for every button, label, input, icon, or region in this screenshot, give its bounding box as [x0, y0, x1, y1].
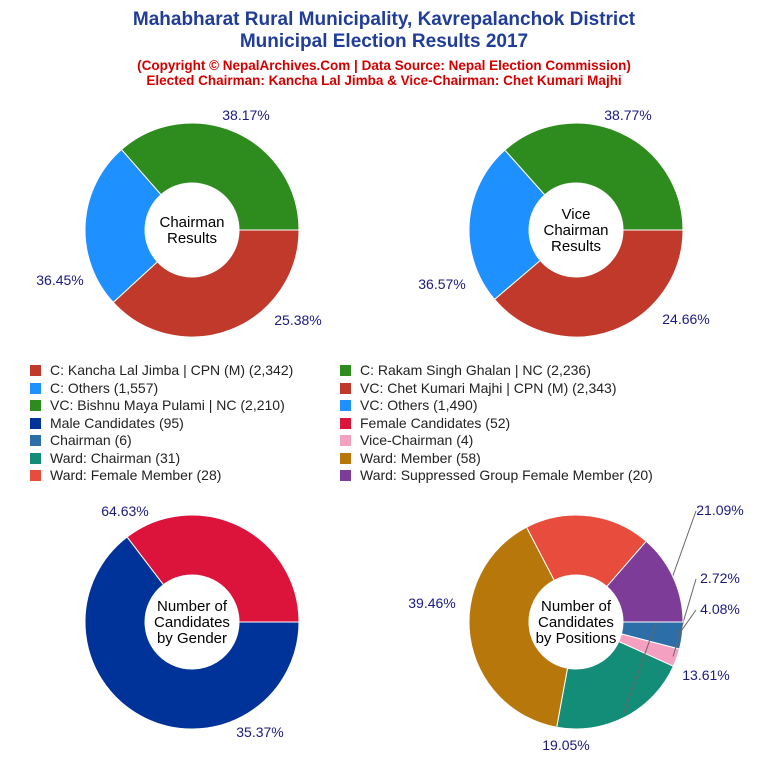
- pie-slice: [525, 514, 647, 588]
- legend-label: Ward: Suppressed Group Female Member (20…: [360, 467, 653, 483]
- slice-percent-label: 38.17%: [222, 107, 269, 123]
- legend-swatch: [340, 470, 351, 481]
- donut-center-label: Chairman: [159, 214, 224, 231]
- pie-slice: [120, 122, 300, 231]
- pie-slice: [556, 640, 675, 730]
- legend-item: Vice-Chairman (4): [340, 432, 473, 449]
- pie-slice: [504, 122, 684, 231]
- legend-swatch: [30, 452, 41, 464]
- legend-swatch: [30, 435, 41, 446]
- legend-label: Ward: Member (58): [360, 449, 481, 466]
- legend-item: VC: Others (1,490): [340, 397, 478, 414]
- donut-center-label: Vice: [562, 206, 591, 223]
- pie-slice: [84, 536, 300, 730]
- slice-percent-label: 25.38%: [274, 312, 321, 328]
- legend-item: C: Kancha Lal Jimba | CPN (M) (2,342): [30, 362, 293, 379]
- legend-item: Chairman (6): [30, 432, 132, 449]
- donut-center-label: Number of: [541, 598, 612, 615]
- donut-center-label: Results: [551, 238, 601, 255]
- legend-label: C: Others (1,557): [50, 379, 159, 396]
- pie-slice: [112, 229, 300, 338]
- pie-slice: [493, 229, 684, 338]
- legend-label: VC: Others (1,490): [360, 397, 478, 413]
- legend-label: C: Rakam Singh Ghalan | NC (2,236): [360, 362, 591, 378]
- legend-label: Male Candidates (95): [50, 414, 184, 431]
- legend-label: Vice-Chairman (4): [360, 432, 474, 448]
- slice-percent-label: 21.09%: [696, 502, 743, 518]
- donut-center-label: by Positions: [536, 630, 617, 647]
- pie-slice: [126, 514, 300, 623]
- leader-line: [677, 609, 697, 636]
- legend-label: VC: Bishnu Maya Pulami | NC (2,210): [50, 397, 285, 413]
- pie-slice: [606, 540, 684, 623]
- slice-percent-label: 13.61%: [682, 667, 729, 683]
- donut-center-label: Chairman: [543, 222, 608, 239]
- legend-swatch: [30, 470, 41, 481]
- legend-item: Ward: Suppressed Group Female Member (20…: [340, 467, 653, 484]
- pie-slice: [468, 149, 546, 301]
- legend-swatch: [30, 417, 41, 429]
- legend-label: Ward: Female Member (28): [50, 467, 222, 483]
- legend-swatch: [340, 417, 351, 429]
- donut-center-label: Candidates: [154, 614, 230, 631]
- legend-item: Male Candidates (95): [30, 415, 184, 432]
- legend-item: Female Candidates (52): [340, 415, 510, 432]
- slice-percent-label: 24.66%: [662, 311, 709, 327]
- slice-percent-label: 64.63%: [101, 503, 148, 519]
- legend-swatch: [340, 435, 351, 446]
- chart-subtitle-line1: (Copyright © NepalArchives.Com | Data So…: [137, 58, 631, 73]
- chart-title-line1: Mahabharat Rural Municipality, Kavrepala…: [132, 9, 636, 30]
- legend-swatch: [30, 400, 41, 411]
- donut-center-label: Candidates: [538, 614, 614, 631]
- slice-percent-label: 19.05%: [542, 737, 589, 753]
- pie-slice: [84, 148, 162, 304]
- chart-subtitle-line2: Elected Chairman: Kancha Lal Jimba & Vic…: [146, 73, 622, 88]
- chart-title-line2: Municipal Election Results 2017: [239, 31, 529, 52]
- slice-percent-label: 35.37%: [236, 724, 283, 740]
- legend-item: Ward: Chairman (31): [30, 450, 180, 467]
- legend-item: C: Rakam Singh Ghalan | NC (2,236): [340, 362, 591, 379]
- donut-chart-4: 4.08% 2.72% 21.09% 39.46% 19.05% 13.61% Number…: [408, 502, 743, 753]
- slice-percent-label: 38.77%: [604, 107, 651, 123]
- legend-item: VC: Chet Kumari Majhi | CPN (M) (2,343): [340, 380, 616, 397]
- leader-line: [672, 578, 697, 657]
- legend-label: VC: Chet Kumari Majhi | CPN (M) (2,343): [360, 379, 617, 396]
- legend-label: Female Candidates (52): [360, 414, 511, 431]
- slice-percent-label: 36.57%: [418, 276, 465, 292]
- legend-swatch: [30, 365, 41, 376]
- legend-item: Ward: Female Member (28): [30, 467, 221, 484]
- legend-swatch: [30, 382, 41, 394]
- pie-slice: [468, 526, 569, 728]
- legend-swatch: [340, 365, 351, 376]
- legend-item: Ward: Member (58): [340, 450, 481, 467]
- legend-swatch: [340, 382, 351, 394]
- legend-item: C: Others (1,557): [30, 380, 158, 397]
- slice-percent-label: 2.72%: [700, 570, 740, 586]
- donut-center-label: by Gender: [157, 630, 227, 647]
- legend-swatch: [340, 400, 351, 411]
- legend-swatch: [340, 452, 351, 464]
- legend-label: Ward: Chairman (31): [50, 449, 181, 466]
- legend-label: C: Kancha Lal Jimba | CPN (M) (2,342): [50, 362, 294, 378]
- slice-percent-label: 36.45%: [36, 272, 83, 288]
- donut-center-label: Number of: [157, 598, 228, 615]
- legend-item: VC: Bishnu Maya Pulami | NC (2,210): [30, 397, 285, 414]
- slice-percent-label: 4.08%: [700, 601, 740, 617]
- donut-center-label: Results: [167, 230, 217, 247]
- slice-percent-label: 39.46%: [408, 595, 455, 611]
- legend-label: Chairman (6): [50, 432, 132, 448]
